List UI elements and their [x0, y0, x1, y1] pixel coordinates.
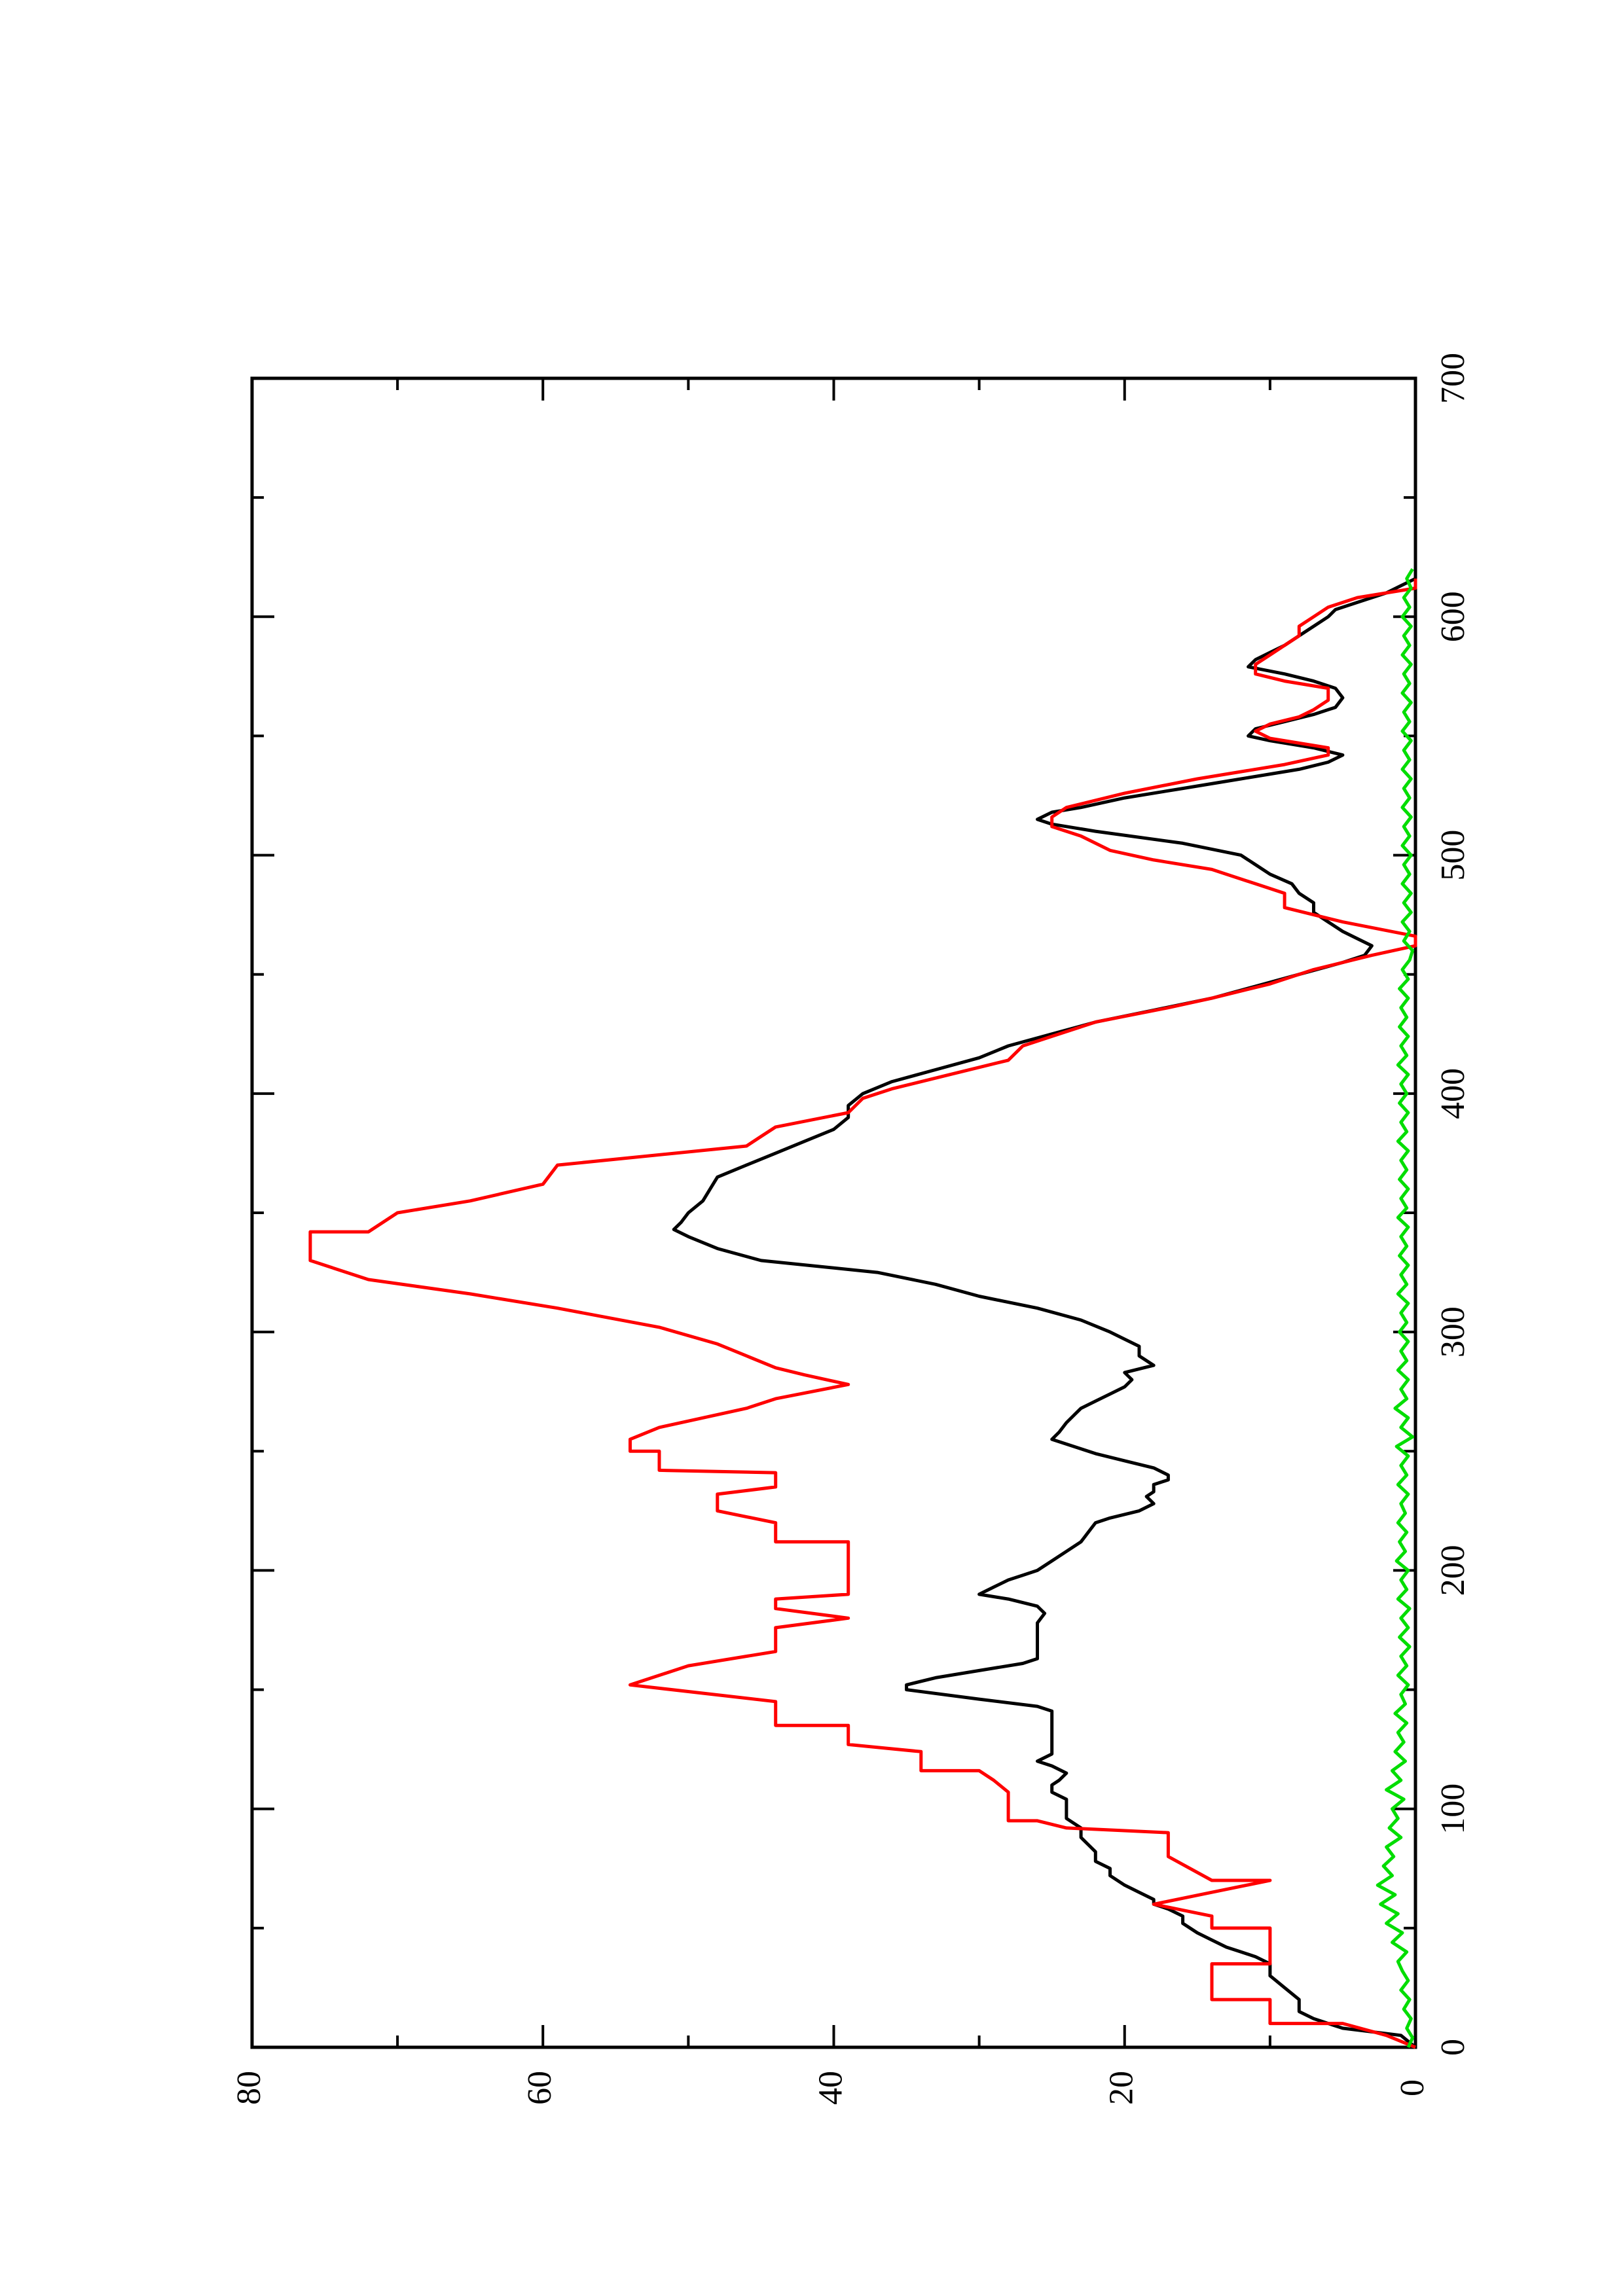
x-tick-label: 700: [1434, 353, 1472, 404]
tick-labels: 0 100 200 300 400 500 600 700 0 20 40 60 80: [230, 353, 1472, 2105]
y-tick-label: 80: [230, 2071, 268, 2105]
x-tick-label: 600: [1434, 591, 1472, 642]
plot-frame: [250, 376, 1417, 2049]
series-red-line: [308, 579, 1417, 2049]
y-tick-label: 0: [1394, 2079, 1431, 2096]
x-tick-label: 500: [1434, 830, 1472, 881]
x-tick-label: 200: [1434, 1545, 1472, 1596]
y-tick-label: 60: [521, 2071, 558, 2105]
y-tick-label: 20: [1103, 2071, 1140, 2105]
series-green-line: [1376, 568, 1415, 2049]
y-tick-label: 40: [812, 2071, 849, 2105]
axis-ticks: [251, 377, 1417, 2049]
series-group: [308, 568, 1417, 2049]
series-black-line: [672, 577, 1417, 2049]
x-tick-label: 300: [1434, 1306, 1472, 1357]
x-tick-label: 0: [1434, 2039, 1472, 2056]
x-tick-label: 100: [1434, 1784, 1472, 1835]
x-tick-label: 400: [1434, 1068, 1472, 1119]
